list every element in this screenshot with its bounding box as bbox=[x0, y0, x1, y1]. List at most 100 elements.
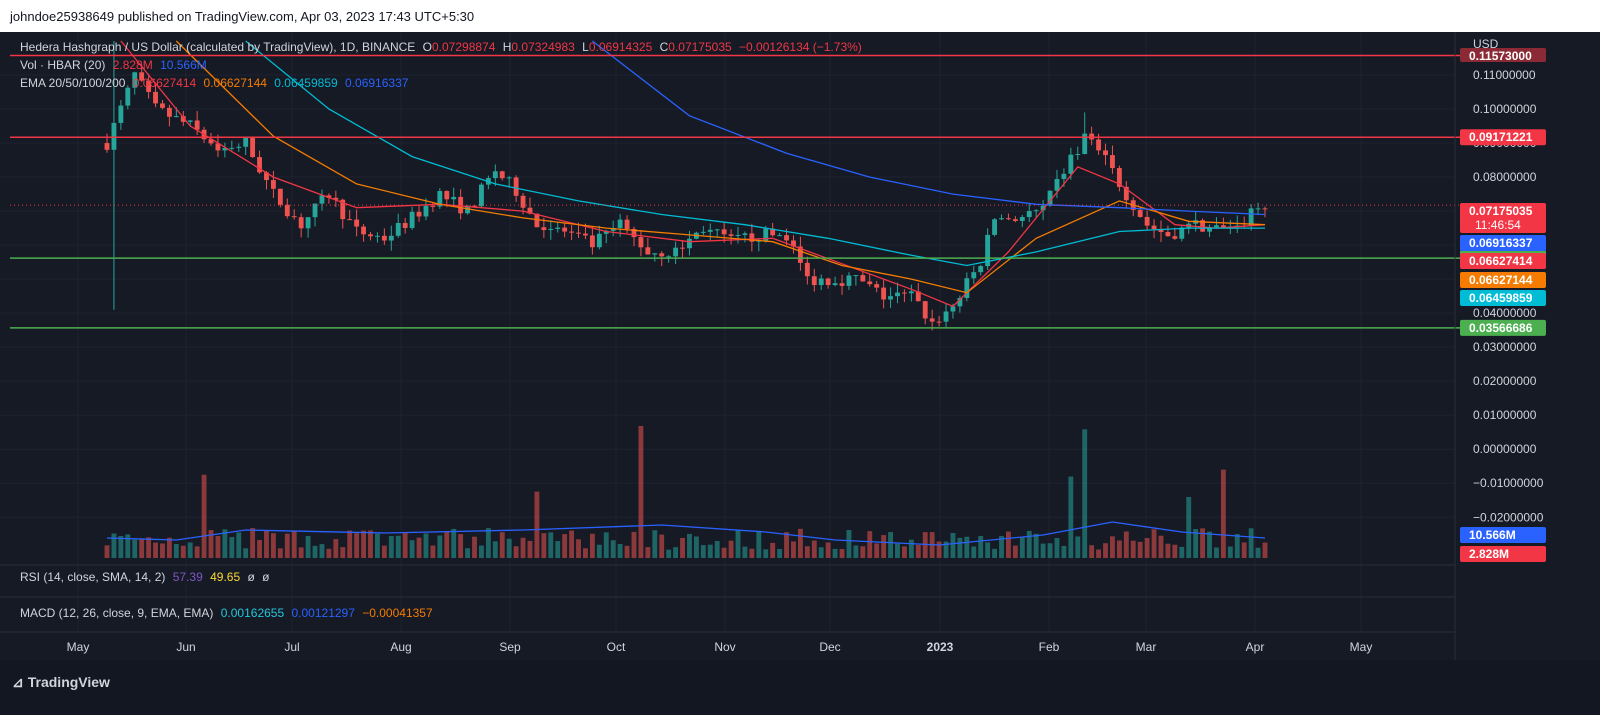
change-value: −0.00126134 (−1.73%) bbox=[739, 40, 862, 54]
candle-body bbox=[1248, 208, 1254, 226]
volume-bar bbox=[125, 534, 131, 558]
volume-bar bbox=[1158, 535, 1164, 558]
volume-badge-text: 2.828M bbox=[1469, 547, 1509, 561]
volume-bar bbox=[992, 548, 997, 558]
candle-body bbox=[1165, 232, 1171, 237]
volume-bar bbox=[700, 545, 706, 558]
volume-bar bbox=[139, 538, 145, 558]
volume-bar bbox=[520, 537, 526, 558]
header-bar: johndoe25938649 published on TradingView… bbox=[0, 0, 1600, 32]
candle-body bbox=[111, 122, 117, 150]
candle-body bbox=[915, 291, 921, 302]
month-label: May bbox=[1350, 640, 1373, 654]
ema-line bbox=[175, 40, 1266, 294]
close-value: 0.07175035 bbox=[668, 40, 732, 54]
close-label: C bbox=[659, 40, 669, 54]
candle-body bbox=[319, 195, 325, 204]
volume-bar bbox=[714, 541, 720, 558]
volume-bar bbox=[957, 537, 963, 558]
candle-body bbox=[797, 246, 803, 263]
candle-body bbox=[354, 219, 360, 227]
candles bbox=[104, 40, 1268, 331]
volume-bar bbox=[180, 545, 186, 558]
top-level-badge-text: 0.11573000 bbox=[1469, 49, 1532, 63]
ema-label: EMA 20/50/100/200 bbox=[20, 76, 126, 90]
ema-line bbox=[592, 40, 1266, 216]
level-badge-text: 0.03566686 bbox=[1469, 321, 1533, 335]
volume-bar bbox=[1033, 533, 1039, 558]
volume-bar bbox=[409, 540, 415, 558]
legend-symbol-row: Hedera Hashgraph / US Dollar (calculated… bbox=[20, 40, 866, 54]
candle-body bbox=[992, 219, 997, 235]
candle-body bbox=[1110, 155, 1115, 169]
ema-line bbox=[120, 40, 1266, 308]
volume-bar bbox=[673, 547, 679, 558]
candle-body bbox=[1207, 227, 1212, 232]
volume-bar bbox=[243, 548, 249, 558]
volume-bar bbox=[375, 533, 380, 558]
volume-bar bbox=[659, 534, 665, 558]
rsi-value-3: ø bbox=[247, 570, 255, 584]
candle-body bbox=[444, 191, 450, 200]
candle-body bbox=[180, 116, 186, 122]
volume-bar bbox=[728, 540, 734, 558]
price-tick-label: 0.11000000 bbox=[1473, 68, 1536, 82]
rsi-label: RSI (14, close, SMA, 14, 2) bbox=[20, 570, 166, 584]
candle-body bbox=[430, 205, 436, 207]
volume-value-1: 2.828M bbox=[112, 58, 153, 72]
volume-bar bbox=[1110, 536, 1115, 558]
volume-bar bbox=[936, 541, 942, 558]
volume-bar bbox=[132, 539, 138, 558]
level-badge bbox=[1460, 129, 1546, 146]
candle-body bbox=[929, 318, 935, 322]
volume-bar bbox=[1089, 545, 1095, 558]
candle-body bbox=[811, 276, 817, 286]
volume-bar bbox=[160, 543, 165, 558]
brand-name: TradingView bbox=[27, 674, 110, 690]
volume-bar bbox=[395, 535, 401, 558]
candle-body bbox=[874, 284, 880, 288]
price-badge-text: 0.06627144 bbox=[1469, 273, 1533, 287]
volume-bar bbox=[1123, 531, 1129, 558]
candle-body bbox=[673, 247, 679, 257]
volume-bar bbox=[1151, 529, 1157, 558]
volume-bar bbox=[888, 532, 893, 558]
volume-bar bbox=[1220, 469, 1226, 558]
tv-logo-icon: ⊿ bbox=[12, 674, 24, 690]
macd-value-3: −0.00041357 bbox=[362, 606, 433, 620]
volume-bar bbox=[749, 548, 755, 558]
volume-bar bbox=[402, 533, 408, 558]
ema-line bbox=[245, 40, 1265, 267]
candle-body bbox=[215, 143, 221, 151]
candle-body bbox=[1179, 227, 1185, 239]
volume-bar bbox=[846, 530, 852, 558]
volume-bar bbox=[1214, 547, 1219, 558]
candle-body bbox=[1220, 225, 1226, 228]
candle-body bbox=[936, 321, 942, 323]
volume-bar bbox=[166, 537, 172, 558]
candle-body bbox=[735, 235, 741, 237]
volume-bar bbox=[1234, 534, 1240, 558]
candle-body bbox=[714, 229, 720, 231]
volume-bar bbox=[867, 531, 873, 558]
candle-body bbox=[236, 146, 242, 148]
volume-bar bbox=[1186, 496, 1192, 558]
volume-bar bbox=[915, 544, 921, 558]
price-badge-text: 0.06459859 bbox=[1469, 291, 1533, 305]
volume-bar bbox=[978, 536, 984, 558]
candle-body bbox=[610, 227, 616, 231]
price-tick-label: 0.01000000 bbox=[1473, 408, 1537, 422]
volume-bar bbox=[770, 542, 776, 558]
candle-body bbox=[243, 137, 249, 147]
candle-body bbox=[1033, 210, 1039, 212]
candle-body bbox=[659, 253, 665, 257]
price-tick-label: 0.08000000 bbox=[1473, 170, 1537, 184]
volume-bar bbox=[1227, 546, 1233, 558]
volume-bar bbox=[284, 533, 290, 558]
tradingview-logo[interactable]: ⊿ TradingView bbox=[12, 674, 110, 691]
price-badge bbox=[1460, 235, 1546, 251]
volume-bar bbox=[291, 530, 297, 558]
price-badge-sub: 11:46:54 bbox=[1475, 218, 1521, 232]
month-label: Apr bbox=[1246, 640, 1265, 654]
